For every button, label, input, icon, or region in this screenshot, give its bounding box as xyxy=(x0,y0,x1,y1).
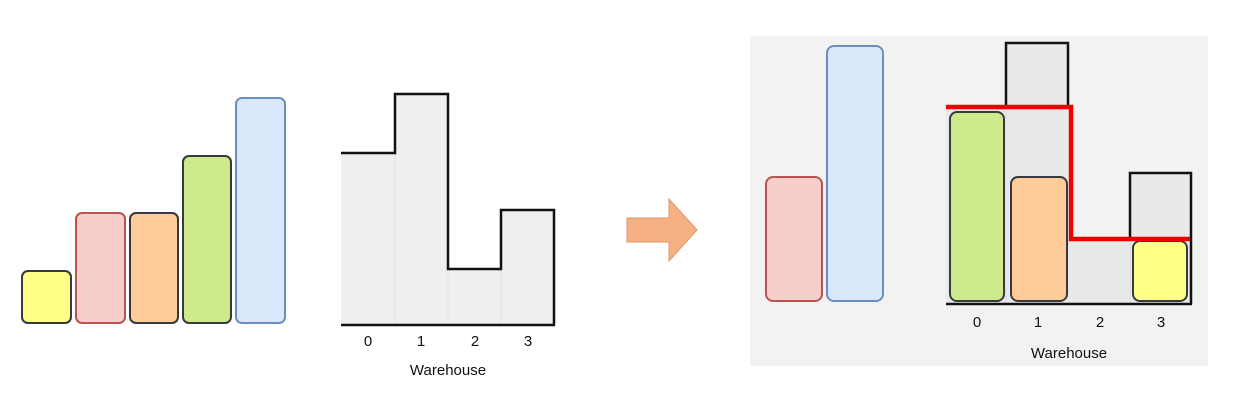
warehouse-outline xyxy=(1128,171,1193,304)
height-limit-line xyxy=(946,104,1190,242)
warehouse-outline xyxy=(341,92,556,325)
x-axis-title: Warehouse xyxy=(410,362,486,379)
box-red xyxy=(765,176,823,302)
warehouse-room-0 xyxy=(341,153,395,325)
right-arrow-icon xyxy=(626,197,698,263)
left-panel: 0 1 2 3 Warehouse xyxy=(21,92,556,379)
tick-label: 0 xyxy=(364,333,372,350)
x-axis-title: Warehouse xyxy=(1031,345,1107,362)
box-orange xyxy=(129,212,179,324)
tick-label: 0 xyxy=(973,314,981,331)
tick-label: 2 xyxy=(1096,314,1104,331)
tick-label: 1 xyxy=(417,333,425,350)
left-warehouse: 0 1 2 3 Warehouse xyxy=(341,92,556,379)
box-red xyxy=(75,212,126,324)
tick-label: 3 xyxy=(1157,314,1165,331)
right-warehouse: 0 1 2 3 Warehouse xyxy=(946,41,1193,362)
box-yellow xyxy=(21,270,72,324)
box-blue xyxy=(235,97,286,324)
placed-box-green xyxy=(949,111,1005,302)
tick-label: 1 xyxy=(1034,314,1042,331)
unplaced-box-group xyxy=(765,45,884,302)
warehouse-room-1 xyxy=(395,94,448,325)
warehouse-outline xyxy=(1004,41,1070,107)
box-blue xyxy=(826,45,884,302)
placed-box-orange xyxy=(1010,176,1068,302)
box-green xyxy=(182,155,232,324)
left-box-group xyxy=(21,97,286,324)
right-panel: 0 1 2 3 Warehouse xyxy=(750,36,1208,366)
warehouse-room-2 xyxy=(448,269,501,325)
placed-box-yellow xyxy=(1132,240,1188,302)
warehouse-room-2 xyxy=(1068,240,1130,304)
tick-label: 2 xyxy=(471,333,479,350)
warehouse-room-3 xyxy=(501,210,554,325)
tick-label: 3 xyxy=(524,333,532,350)
